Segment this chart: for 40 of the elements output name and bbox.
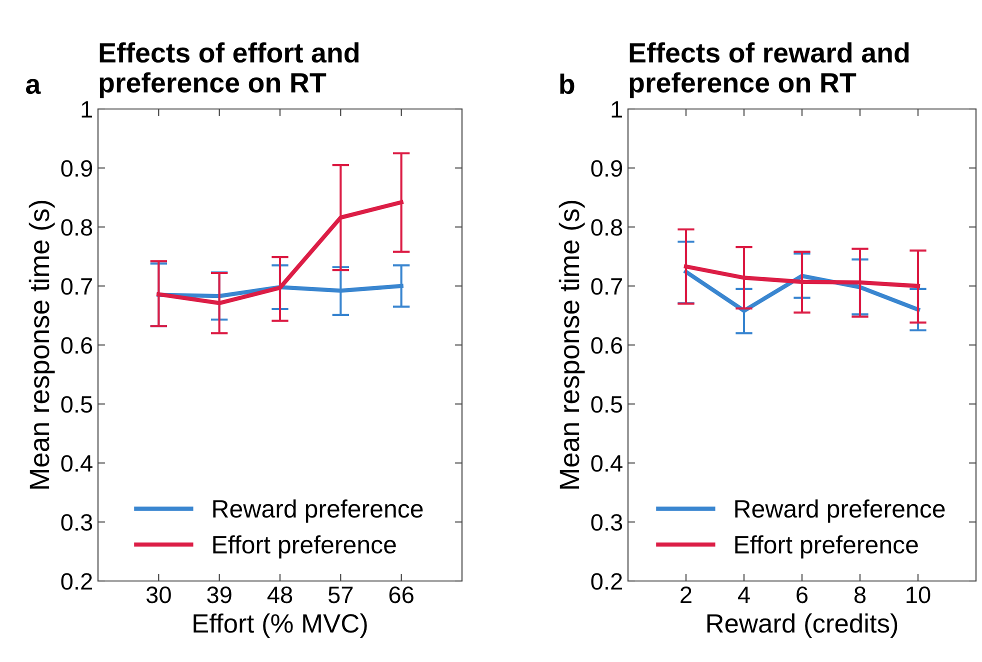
x-tick-label: 48 <box>267 586 292 604</box>
legend-label: Reward preference <box>213 499 423 523</box>
y-axis-title: Mean response time (s) <box>558 200 585 489</box>
y-tick-label: 1 <box>612 101 622 118</box>
y-tick-label: 0.4 <box>591 455 622 472</box>
y-tick-label: 0.9 <box>591 160 622 177</box>
y-tick-label: 0.7 <box>591 278 622 295</box>
x-tick-label: 8 <box>854 586 866 604</box>
x-tick-label: 66 <box>389 586 414 604</box>
x-tick-label: 39 <box>207 586 232 604</box>
y-tick-label: 0.4 <box>61 455 92 472</box>
y-tick-label: 0.2 <box>591 573 622 590</box>
y-tick-label: 0.3 <box>61 514 92 531</box>
x-tick-label: 4 <box>738 586 750 603</box>
y-tick-label: 0.7 <box>61 278 92 295</box>
y-tick-label: 1 <box>82 101 92 118</box>
legend-label: Effort preference <box>213 535 396 558</box>
y-tick-label: 0.5 <box>591 396 622 413</box>
chart-title: Effects of effort and preference on RT <box>100 42 359 98</box>
x-tick-label: 10 <box>906 586 930 604</box>
x-tick-label: 2 <box>680 586 692 603</box>
legend-label: Effort preference <box>735 535 918 558</box>
x-tick-label: 6 <box>796 586 808 604</box>
text: b <box>560 74 574 94</box>
y-axis-title: Mean response time (s) <box>28 200 55 489</box>
legend-label: Reward preference <box>735 499 945 523</box>
y-tick-label: 0.8 <box>61 219 92 236</box>
y-tick-label: 0.2 <box>61 573 92 590</box>
y-tick-label: 0.3 <box>591 514 622 531</box>
y-tick-label: 0.5 <box>61 396 92 413</box>
x-axis-title: Reward (credits) <box>707 613 898 638</box>
y-tick-label: 0.6 <box>591 337 622 354</box>
y-tick-label: 0.8 <box>591 219 622 236</box>
x-tick-label: 30 <box>146 586 171 604</box>
y-tick-label: 0.9 <box>61 160 92 177</box>
chart-title: Effects of reward and preference on RT <box>630 42 909 98</box>
x-tick-label: 57 <box>328 586 353 604</box>
x-axis-title: Effort (% MVC) <box>194 613 367 638</box>
text: a <box>26 78 41 94</box>
y-tick-label: 0.6 <box>61 337 92 354</box>
